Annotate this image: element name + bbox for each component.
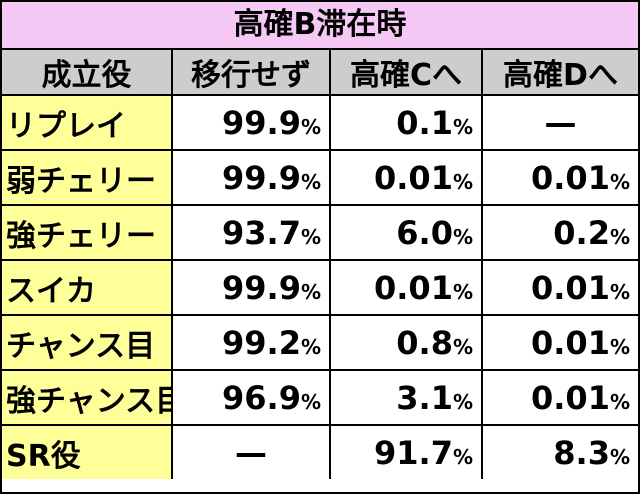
table-row: 強チェリー 93.7% 6.0% 0.2% xyxy=(2,204,638,261)
header-cell: 移行せず xyxy=(171,50,331,96)
rate-cell: 0.01% xyxy=(481,259,638,316)
row-label: リプレイ xyxy=(2,94,173,151)
rate-cell: 0.01% xyxy=(329,149,483,206)
rate-cell: — xyxy=(481,94,638,151)
rate-cell: — xyxy=(171,424,331,479)
table-row: リプレイ 99.9% 0.1% — xyxy=(2,94,638,151)
rate-cell: 93.7% xyxy=(171,204,331,261)
rate-cell: 0.01% xyxy=(481,314,638,371)
rate-cell: 0.8% xyxy=(329,314,483,371)
rate-cell: 99.2% xyxy=(171,314,331,371)
rate-cell: 99.9% xyxy=(171,259,331,316)
table-row: スイカ 99.9% 0.01% 0.01% xyxy=(2,259,638,316)
header-cell: 成立役 xyxy=(2,50,173,96)
rate-cell: 99.9% xyxy=(171,94,331,151)
table-title: 高確B滞在時 xyxy=(2,2,638,50)
header-row: 成立役 移行せず 高確Cへ 高確Dへ xyxy=(2,50,638,96)
table-row: チャンス目 99.2% 0.8% 0.01% xyxy=(2,314,638,371)
row-label: 強チャンス目 xyxy=(2,369,173,426)
header-cell: 高確Dへ xyxy=(481,50,638,96)
row-label: チャンス目 xyxy=(2,314,173,371)
table-body: 成立役 移行せず 高確Cへ 高確Dへ リプレイ 99.9% 0.1% — 弱チェリー 99.9% 0… xyxy=(2,50,638,479)
row-label: SR役 xyxy=(2,424,173,479)
rate-cell: 0.2% xyxy=(481,204,638,261)
row-label: スイカ xyxy=(2,259,173,316)
table-row: 弱チェリー 99.9% 0.01% 0.01% xyxy=(2,149,638,206)
rate-cell: 96.9% xyxy=(171,369,331,426)
rate-cell: 6.0% xyxy=(329,204,483,261)
rate-cell: 0.01% xyxy=(481,369,638,426)
rate-cell: 99.9% xyxy=(171,149,331,206)
table-row: SR役 —91.7% 8.3% xyxy=(2,424,638,479)
rate-cell: 91.7% xyxy=(329,424,483,479)
row-label: 弱チェリー xyxy=(2,149,173,206)
rate-cell: 3.1% xyxy=(329,369,483,426)
header-cell: 高確Cへ xyxy=(329,50,483,96)
rate-cell: 0.01% xyxy=(481,149,638,206)
rate-table: 成立役 移行せず 高確Cへ 高確Dへ リプレイ 99.9% 0.1% — 弱チェリー 99.9% 0… xyxy=(2,50,638,479)
rate-cell: 0.1% xyxy=(329,94,483,151)
row-label: 強チェリー xyxy=(2,204,173,261)
table-row: 強チャンス目 96.9% 3.1% 0.01% xyxy=(2,369,638,426)
rate-cell: 8.3% xyxy=(481,424,638,479)
rate-cell: 0.01% xyxy=(329,259,483,316)
